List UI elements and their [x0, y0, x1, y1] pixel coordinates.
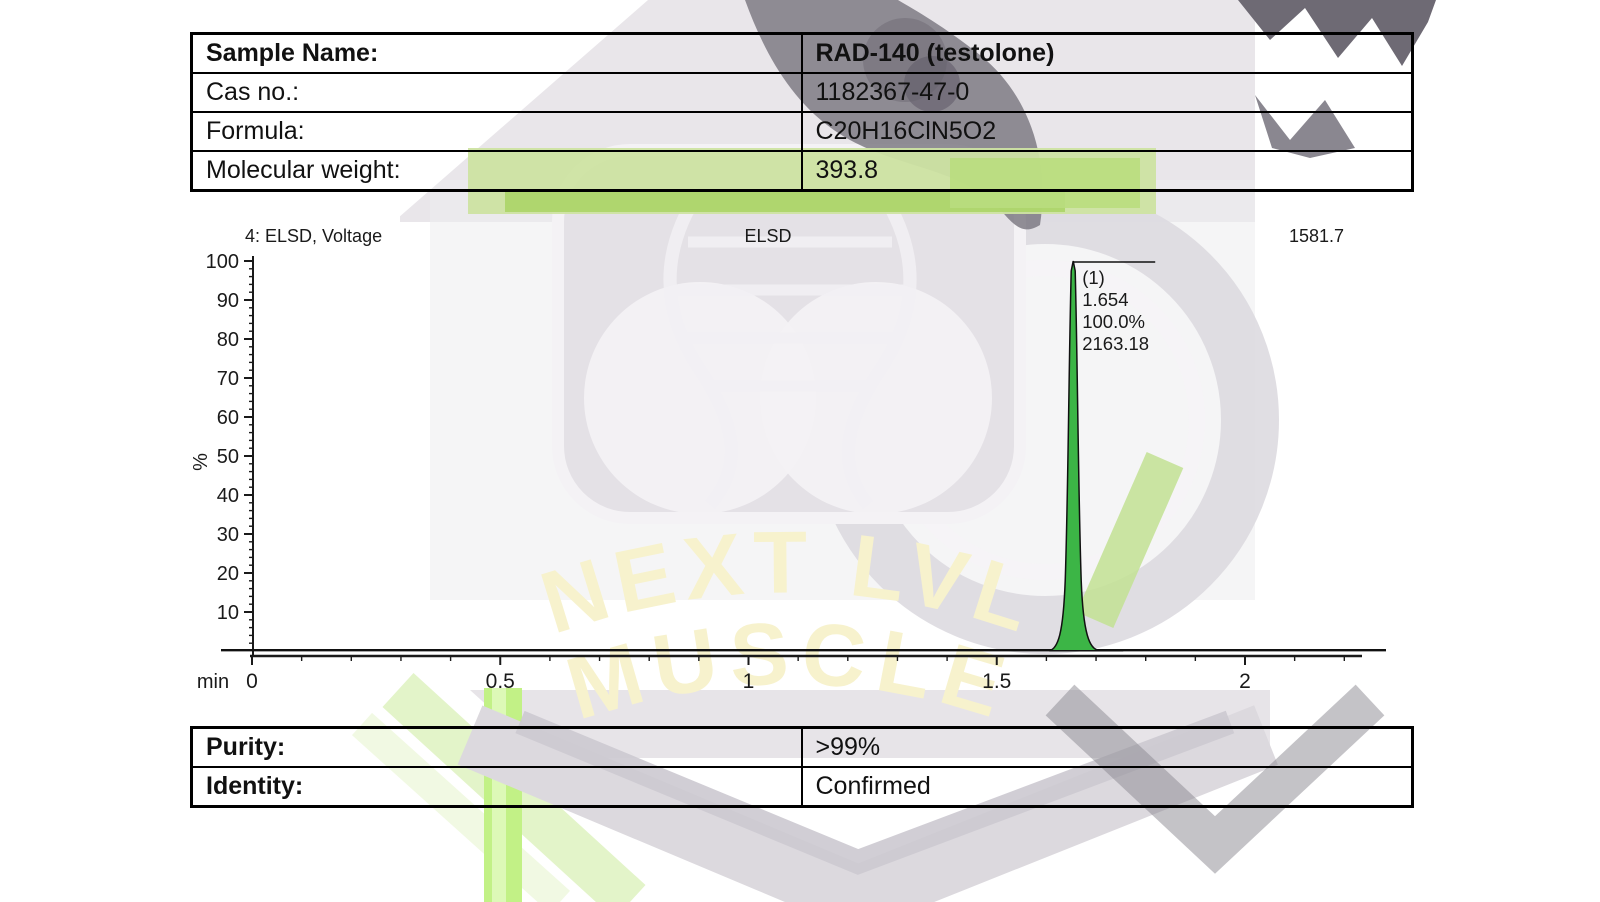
sample-name-label: Sample Name:	[190, 32, 803, 74]
dna-icon	[663, 186, 917, 510]
molecular-weight-value: 393.8	[800, 150, 1414, 192]
svg-text:90: 90	[217, 290, 239, 312]
svg-text:0.5: 0.5	[486, 670, 515, 693]
svg-text:100: 100	[206, 251, 239, 273]
table-row: Molecular weight: 393.8	[190, 150, 1414, 192]
sample-name-value: RAD-140 (testolone)	[800, 32, 1414, 74]
x-axis-label: min	[197, 671, 229, 693]
svg-text:30: 30	[217, 524, 239, 546]
svg-text:0: 0	[246, 670, 258, 693]
svg-text:70: 70	[217, 368, 239, 390]
sample-info-table: Sample Name: RAD-140 (testolone) Cas no.…	[190, 32, 1414, 192]
molecular-weight-label: Molecular weight:	[190, 150, 803, 192]
peak-shape	[1048, 260, 1124, 652]
chart-header-left: 4: ELSD, Voltage	[245, 226, 382, 246]
cas-no-value: 1182367-47-0	[800, 72, 1414, 113]
svg-text:1.654: 1.654	[1082, 289, 1128, 310]
chart-header-center: ELSD	[744, 226, 791, 246]
chromatogram-axes: 4: ELSD, Voltage ELSD 1581.710090807060504…	[190, 226, 1362, 693]
svg-text:100.0%: 100.0%	[1082, 311, 1145, 332]
chart-header-right: 1581.7	[1289, 226, 1344, 246]
identity-value: Confirmed	[800, 766, 1414, 808]
table-row: Cas no.: 1182367-47-0	[190, 72, 1414, 113]
cas-no-label: Cas no.:	[190, 72, 803, 113]
svg-text:20: 20	[217, 563, 239, 585]
identity-label: Identity:	[190, 766, 803, 808]
table-row: Purity: >99%	[190, 726, 1414, 768]
formula-value: C20H16ClN5O2	[800, 111, 1414, 152]
svg-text:(1): (1)	[1082, 267, 1105, 288]
table-row: Formula: C20H16ClN5O2	[190, 111, 1414, 152]
svg-text:60: 60	[217, 407, 239, 429]
purity-value: >99%	[800, 726, 1414, 768]
formula-label: Formula:	[190, 111, 803, 152]
purity-label: Purity:	[190, 726, 803, 768]
results-table: Purity: >99% Identity: Confirmed	[190, 726, 1414, 808]
elsd-peak	[221, 260, 1386, 652]
svg-text:1: 1	[743, 670, 755, 693]
svg-text:50: 50	[217, 446, 239, 468]
y-axis-label: %	[190, 453, 212, 471]
svg-text:10: 10	[217, 602, 239, 624]
svg-text:2: 2	[1239, 670, 1251, 693]
svg-text:80: 80	[217, 329, 239, 351]
svg-text:1.5: 1.5	[982, 670, 1011, 693]
svg-text:40: 40	[217, 485, 239, 507]
table-row: Sample Name: RAD-140 (testolone)	[190, 32, 1414, 74]
table-row: Identity: Confirmed	[190, 766, 1414, 808]
svg-text:2163.18: 2163.18	[1082, 333, 1149, 354]
